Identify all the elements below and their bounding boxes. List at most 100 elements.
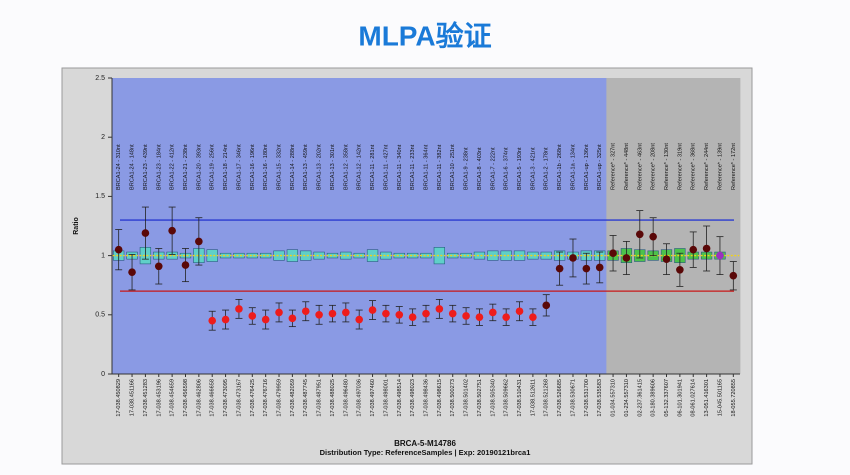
x-tick-label: 17-038.487951 xyxy=(317,379,323,417)
box xyxy=(487,250,499,261)
probe-label: Reference* - 327nt xyxy=(611,143,617,190)
probe-label: BRCA1-24 - 310nt xyxy=(116,144,122,190)
box xyxy=(206,249,218,262)
region-background xyxy=(566,78,581,374)
ratio-point xyxy=(529,313,537,321)
ratio-point xyxy=(649,232,657,241)
probe-label: BRCA1-5 - 193nt xyxy=(517,147,523,190)
x-axis-label: BRCA-5-M14786 xyxy=(394,439,456,448)
y-tick-label: 0 xyxy=(101,371,105,378)
box xyxy=(380,251,392,260)
x-tick-label: 02-237.361415 xyxy=(637,379,643,417)
probe-label: BRCA1-11 - 281nt xyxy=(370,144,376,190)
probe-label: BRCA1-16 - 180nt xyxy=(263,144,269,190)
x-tick-label: 17-038.498001 xyxy=(383,379,389,417)
probe-label: Reference* - 319nt xyxy=(677,143,683,190)
probe-label: BRCA1-13 - 202nt xyxy=(317,144,323,190)
ratio-point xyxy=(542,301,551,310)
region-background xyxy=(178,78,193,374)
region-background xyxy=(299,78,313,374)
region-background xyxy=(432,78,447,374)
x-tick-label: 17-038.497036 xyxy=(357,379,363,417)
probe-label: BRCA1-6 - 374nt xyxy=(504,147,510,190)
region-background xyxy=(272,78,287,374)
probe-label: BRCA1-11 - 233nt xyxy=(410,144,416,190)
ratio-point xyxy=(114,245,123,254)
probe-label: BRCA1-11 - 364nt xyxy=(423,144,429,190)
ratio-point xyxy=(181,261,190,269)
region-background xyxy=(405,78,420,374)
x-tick-label: 17-038.476716 xyxy=(263,379,269,417)
ratio-point xyxy=(154,262,163,271)
x-tick-label: 17-038.476425 xyxy=(250,379,256,417)
region-background xyxy=(726,78,741,374)
x-tick-label: 17-038.462806 xyxy=(196,379,202,417)
ratio-point xyxy=(422,309,430,318)
ratio-point xyxy=(248,312,257,320)
ratio-point xyxy=(569,254,577,262)
probe-label: BRCA1-1b - 268nt xyxy=(557,144,563,190)
box xyxy=(406,252,419,259)
region-background xyxy=(339,78,353,374)
ratio-point xyxy=(462,312,470,320)
box xyxy=(540,251,552,260)
region-background xyxy=(392,78,407,374)
ratio-point xyxy=(716,251,724,260)
region-background xyxy=(419,78,434,374)
box xyxy=(473,251,486,260)
box xyxy=(260,252,272,259)
region-background xyxy=(325,78,340,374)
y-tick-label: 0.5 xyxy=(95,312,105,319)
probe-label: BRCA1-19 - 256nt xyxy=(210,144,216,190)
probe-label: BRCA1-1a - 134nt xyxy=(570,144,576,190)
probe-label: BRCA1-14 - 288nt xyxy=(290,144,296,190)
ratio-point xyxy=(689,245,698,254)
ratio-point xyxy=(128,268,136,276)
region-background xyxy=(218,78,233,374)
ratio-point xyxy=(235,305,243,313)
x-tick-label: 17-038.512611 xyxy=(530,379,536,416)
x-tick-label: 17-038.456598 xyxy=(183,379,189,417)
box xyxy=(527,251,539,260)
subtitle: Distribution Type: ReferenceSamples | Ex… xyxy=(320,448,531,457)
region-background xyxy=(499,78,514,374)
x-tick-label: 17-038.479959 xyxy=(277,379,283,417)
ratio-point xyxy=(395,311,404,319)
ratio-point xyxy=(301,307,310,316)
box xyxy=(340,251,352,260)
ratio-point xyxy=(208,316,217,325)
probe-label: BRCA1-15 - 332nt xyxy=(277,144,283,190)
region-background xyxy=(593,78,607,374)
region-background xyxy=(673,78,687,374)
page-title: MLPA验证 xyxy=(358,19,491,51)
ratio-point xyxy=(408,313,417,321)
ratio-point xyxy=(635,230,644,239)
y-axis-label: Ratio xyxy=(73,217,80,235)
ratio-point xyxy=(662,255,671,263)
box xyxy=(393,252,405,259)
region-background xyxy=(526,78,540,374)
x-tick-label: 17-038.454659 xyxy=(170,379,176,417)
x-tick-label: 17-038.498023 xyxy=(410,379,416,417)
probe-label: Reference* - 448nt xyxy=(624,143,630,190)
x-tick-label: 17-038.473095 xyxy=(223,379,229,417)
x-tick-label: 08-061.027614 xyxy=(691,379,697,417)
box xyxy=(366,249,379,262)
box xyxy=(420,252,432,259)
x-tick-label: 06-101.301941 xyxy=(677,379,683,417)
x-tick-label: 17-038.450829 xyxy=(116,379,122,417)
region-background xyxy=(379,78,393,374)
region-background xyxy=(713,78,728,374)
ratio-point xyxy=(609,249,617,258)
box xyxy=(500,250,512,261)
ratio-point xyxy=(676,266,684,274)
ratio-point xyxy=(515,307,524,316)
ratio-point xyxy=(595,263,604,272)
probe-label: BRCA1-21 - 238nt xyxy=(183,144,189,190)
box xyxy=(273,250,285,261)
probe-label: BRCA1-2 - 178nt xyxy=(544,147,550,190)
region-background xyxy=(606,78,621,374)
x-tick-label: 17-038.521268 xyxy=(544,379,550,417)
probe-label: Reference* - 208nt xyxy=(651,143,657,190)
region-background xyxy=(232,78,247,374)
